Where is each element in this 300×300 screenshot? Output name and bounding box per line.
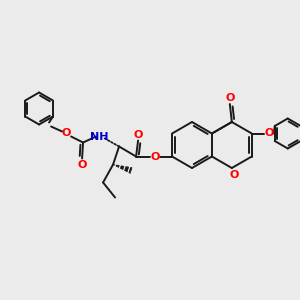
Text: O: O bbox=[264, 128, 273, 139]
Text: O: O bbox=[150, 152, 160, 161]
Text: O: O bbox=[61, 128, 71, 139]
Text: NH: NH bbox=[90, 131, 108, 142]
Text: O: O bbox=[229, 170, 239, 180]
Text: O: O bbox=[225, 93, 235, 103]
Polygon shape bbox=[113, 164, 132, 173]
Text: O: O bbox=[77, 160, 87, 170]
Text: O: O bbox=[134, 130, 143, 140]
